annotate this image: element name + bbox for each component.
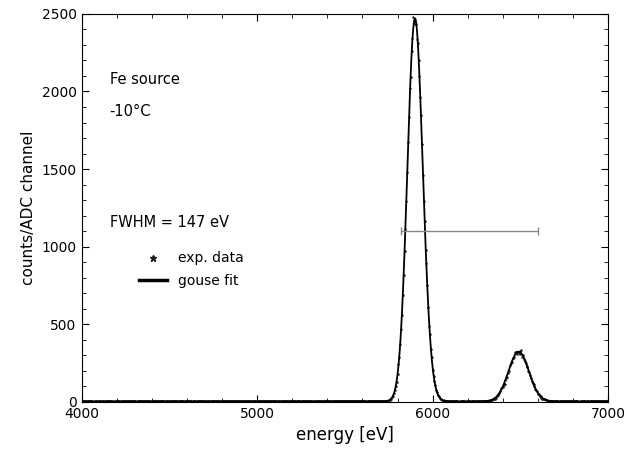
- exp. data: [380, 399, 387, 404]
- gouse fit: [300, 399, 307, 404]
- gouse fit: [590, 399, 598, 404]
- gouse fit: [564, 399, 571, 404]
- Text: -10°C: -10°C: [110, 104, 151, 119]
- gouse fit: [461, 399, 469, 404]
- exp. data: [350, 399, 357, 404]
- gouse fit: [329, 399, 336, 404]
- gouse fit: [411, 16, 419, 21]
- Line: exp. data: exp. data: [80, 16, 611, 403]
- gouse fit: [606, 399, 614, 404]
- X-axis label: energy [eV]: energy [eV]: [296, 426, 394, 444]
- exp. data: [245, 399, 252, 404]
- Line: gouse fit: gouse fit: [82, 18, 610, 401]
- exp. data: [78, 398, 85, 404]
- Legend: exp. data, gouse fit: exp. data, gouse fit: [133, 246, 249, 293]
- exp. data: [495, 390, 503, 395]
- exp. data: [556, 399, 564, 404]
- exp. data: [308, 399, 315, 405]
- exp. data: [440, 398, 448, 403]
- Text: Fe source: Fe source: [110, 72, 179, 87]
- exp. data: [409, 14, 417, 20]
- Y-axis label: counts/ADC channel: counts/ADC channel: [21, 131, 36, 285]
- gouse fit: [78, 399, 85, 404]
- gouse fit: [304, 399, 312, 404]
- exp. data: [605, 399, 613, 404]
- Text: FWHM = 147 eV: FWHM = 147 eV: [110, 214, 229, 230]
